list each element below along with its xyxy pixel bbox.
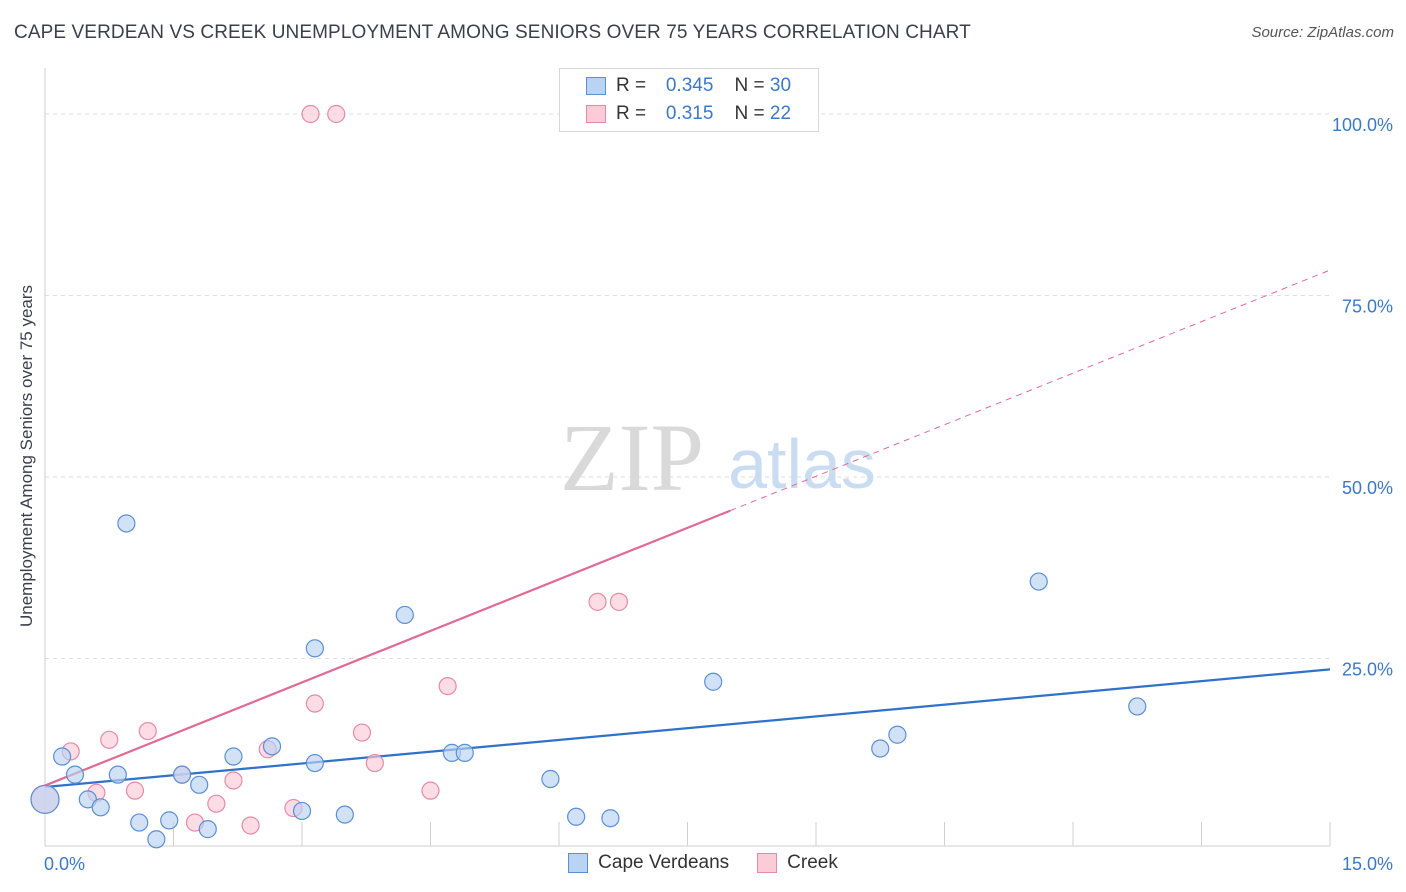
trend-line-cape-verdeans <box>44 668 1331 789</box>
data-point-creek <box>207 794 226 813</box>
creek-swatch <box>586 105 606 123</box>
data-point-creek <box>301 104 320 124</box>
data-point-creek <box>352 723 372 742</box>
series-legend-creek[interactable]: Creek <box>757 852 838 874</box>
legend-n-label: N = <box>734 103 765 124</box>
y-tick-label: 75.0% <box>1342 297 1393 317</box>
data-point-cape-verdeans <box>108 765 127 784</box>
data-point-cape-verdeans <box>567 807 586 826</box>
cape-verdeans-swatch <box>586 77 606 95</box>
series-legend-cape-verdeans[interactable]: Cape Verdeans <box>568 852 729 874</box>
data-point-cape-verdeans <box>601 809 620 828</box>
data-point-creek <box>224 771 243 790</box>
axes <box>44 68 1331 847</box>
source-label: Source: ZipAtlas.com <box>1251 24 1394 41</box>
data-point-creek <box>588 592 607 611</box>
x-tick-label: 15.0% <box>1342 854 1393 874</box>
data-point-cape-verdeans <box>160 811 179 830</box>
data-point-cape-verdeans <box>91 798 110 817</box>
data-point-cape-verdeans <box>871 739 890 758</box>
legend-n-label: N = <box>734 75 765 96</box>
legend-r-value: 0.345 <box>665 75 714 96</box>
legend-n-value: 22 <box>769 103 792 124</box>
data-point-cape-verdeans <box>224 747 243 766</box>
watermark-zip: ZIP <box>560 404 704 511</box>
data-points <box>30 104 1147 849</box>
y-tick-label: 25.0% <box>1342 660 1393 680</box>
data-point-creek <box>305 694 324 713</box>
data-point-creek <box>138 721 157 741</box>
data-point-cape-verdeans <box>117 514 136 533</box>
data-point-cape-verdeans <box>198 820 217 839</box>
data-point-creek <box>241 816 260 835</box>
legend-row-cape-verdeans: R = 0.345 N = 30 <box>586 73 791 99</box>
data-point-cape-verdeans <box>395 605 414 625</box>
grid-lines <box>45 113 1330 659</box>
watermark: ZIP atlas <box>560 404 876 511</box>
series-legend: Cape Verdeans Creek <box>0 852 1406 874</box>
tick-labels: 25.0% 50.0% 75.0% 100.0% 0.0% 15.0% <box>44 115 1393 874</box>
data-point-creek <box>609 592 629 611</box>
data-point-cape-verdeans <box>305 639 324 658</box>
data-point-cape-verdeans <box>305 753 324 773</box>
data-point-cape-verdeans <box>147 830 166 849</box>
x-tick-label: 0.0% <box>44 854 85 874</box>
data-point-cape-verdeans <box>292 801 312 821</box>
y-tick-label: 100.0% <box>1332 115 1393 135</box>
data-point-cape-verdeans <box>53 747 72 766</box>
trend-line-creek <box>44 509 731 787</box>
watermark-atlas: atlas <box>728 425 876 503</box>
legend-r-value: 0.315 <box>665 103 714 124</box>
cape-verdeans-legend-swatch <box>568 853 589 873</box>
series-name: Cape Verdeans <box>598 852 730 873</box>
trend-lines <box>44 269 1331 789</box>
data-point-cape-verdeans <box>262 737 282 756</box>
data-point-cape-verdeans <box>130 813 149 832</box>
data-point-cape-verdeans <box>172 765 192 784</box>
legend-row-creek: R = 0.315 N = 22 <box>586 101 791 127</box>
data-point-creek <box>100 730 119 749</box>
data-point-cape-verdeans <box>888 725 907 744</box>
trend-line-extension <box>730 269 1331 512</box>
data-point-creek <box>365 753 384 773</box>
data-point-cape-verdeans <box>30 784 60 814</box>
data-point-creek <box>438 676 457 696</box>
data-point-cape-verdeans <box>335 805 354 824</box>
legend-r-label: R = <box>616 103 647 124</box>
legend-r-label: R = <box>616 75 647 96</box>
data-point-cape-verdeans <box>65 765 85 784</box>
data-point-cape-verdeans <box>541 769 560 789</box>
series-name: Creek <box>787 852 838 873</box>
legend-n-value: 30 <box>769 75 792 96</box>
data-point-creek <box>125 781 145 800</box>
data-point-creek <box>327 104 346 124</box>
data-point-cape-verdeans <box>1128 697 1147 716</box>
chart-title: CAPE VERDEAN VS CREEK UNEMPLOYMENT AMONG… <box>14 22 971 43</box>
data-point-cape-verdeans <box>190 775 209 794</box>
data-point-cape-verdeans <box>455 743 474 762</box>
creek-legend-swatch <box>757 853 778 873</box>
y-tick-label: 50.0% <box>1342 478 1393 498</box>
correlation-legend: R = 0.345 N = 30 R = 0.315 N = 22 <box>559 68 819 132</box>
data-point-cape-verdeans <box>704 672 723 691</box>
data-point-cape-verdeans <box>1029 572 1048 591</box>
data-point-creek <box>421 781 440 800</box>
